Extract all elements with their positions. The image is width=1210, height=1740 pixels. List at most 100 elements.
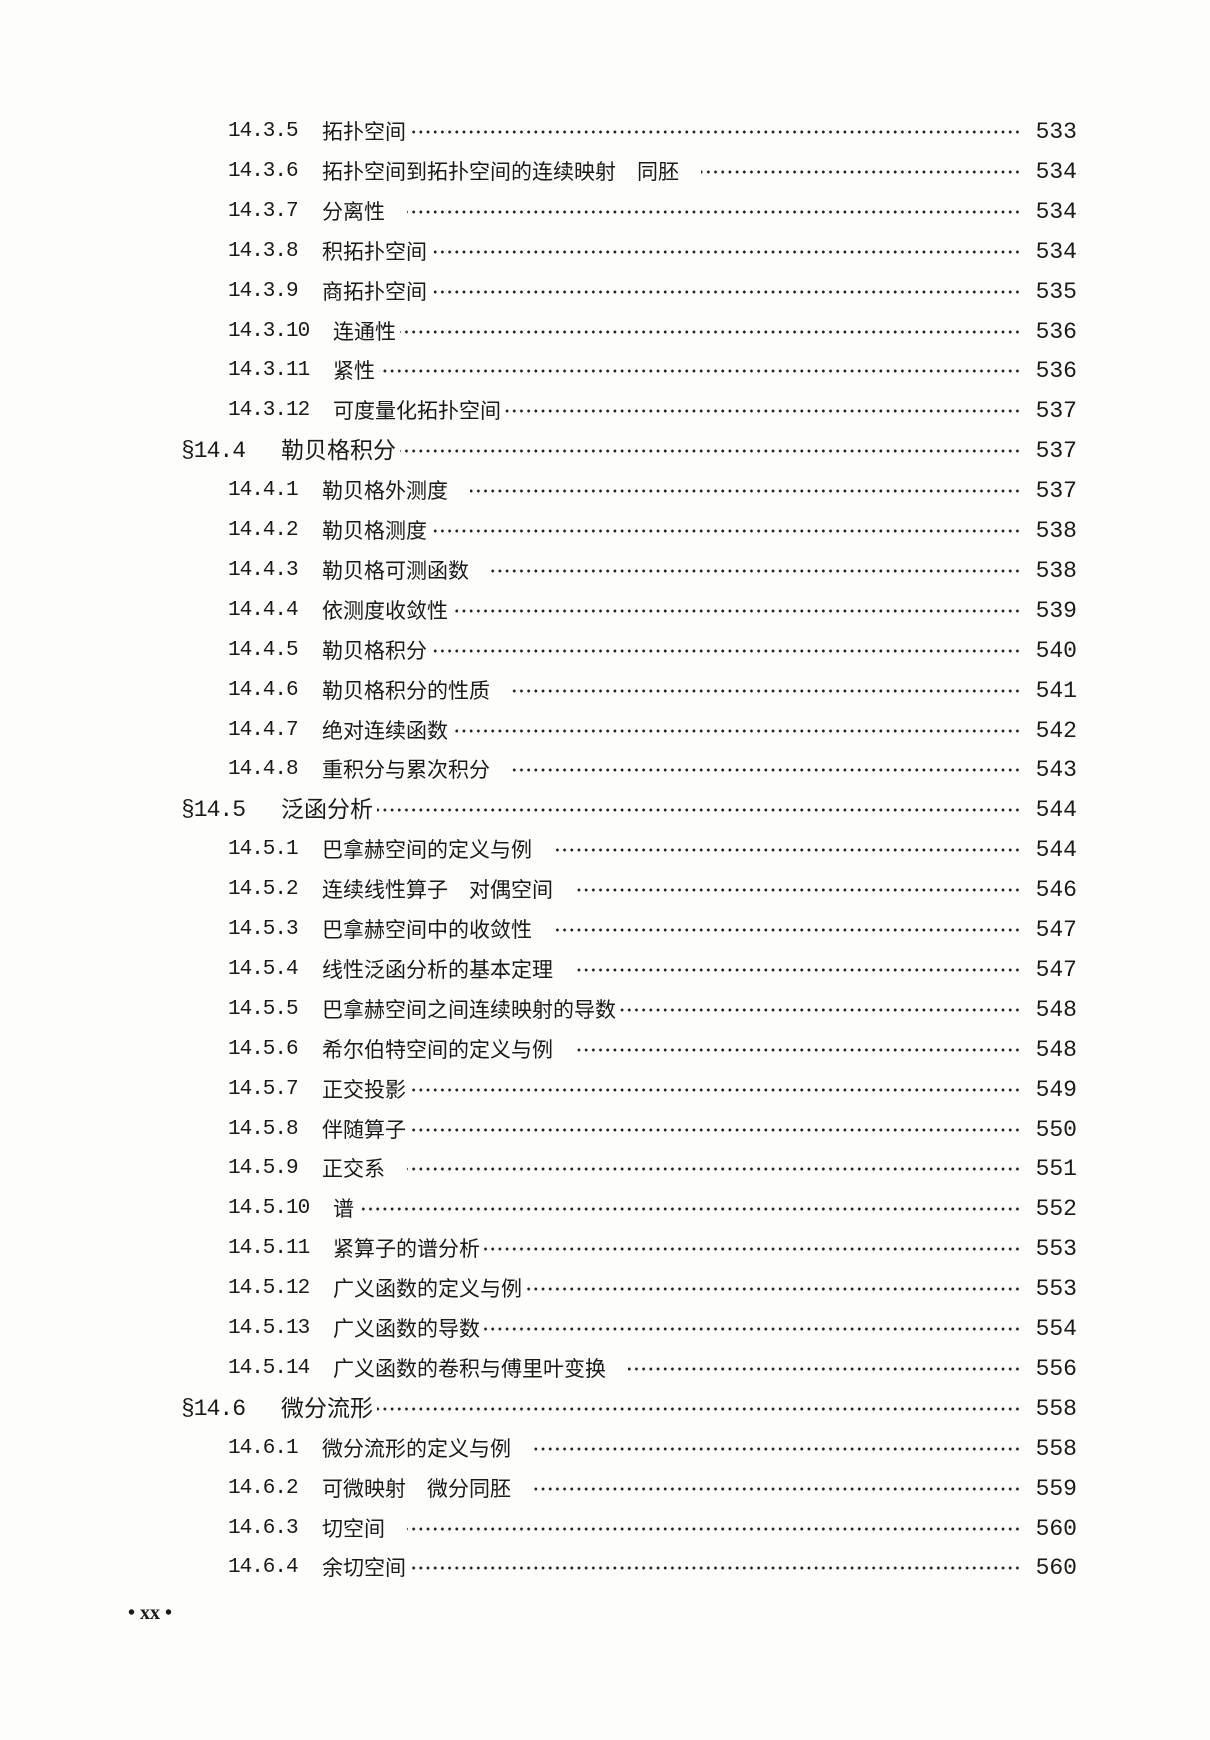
- toc-subsection-entry[interactable]: 14.3.7 分离性 534: [228, 192, 1077, 232]
- entry-number: 14.6.2: [228, 1476, 299, 1500]
- entry-page-number: 547: [1035, 956, 1077, 983]
- toc-section-entry[interactable]: §14.6 微分流形 558: [181, 1389, 1077, 1429]
- entry-title: 伴随算子: [322, 1117, 406, 1142]
- toc-subsection-entry[interactable]: 14.3.11 紧性 536: [228, 351, 1077, 391]
- entry-title: 谱: [333, 1197, 354, 1222]
- entry-page-number: 538: [1035, 557, 1077, 584]
- entry-number: 14.5.13: [228, 1317, 310, 1340]
- entry-number: 14.5.12: [228, 1277, 310, 1301]
- entry-number: 14.5.4: [228, 957, 299, 981]
- dot-leader: [410, 1566, 1021, 1571]
- toc-subsection-entry[interactable]: 14.6.1 微分流形的定义与例 558: [228, 1429, 1077, 1469]
- entry-title: 微分流形的定义与例: [322, 1436, 511, 1461]
- toc-subsection-entry[interactable]: 14.4.4 依测度收敛性 539: [228, 591, 1077, 631]
- toc-subsection-entry[interactable]: 14.3.12 可度量化拓扑空间 537: [228, 391, 1077, 431]
- dot-leader: [533, 1486, 1021, 1491]
- entry-number: 14.6.4: [228, 1556, 299, 1580]
- toc-subsection-entry[interactable]: 14.4.8 重积分与累次积分 543: [228, 750, 1077, 790]
- entry-page-number: 552: [1035, 1196, 1077, 1223]
- toc-subsection-entry[interactable]: 14.6.2 可微映射 微分同胚 559: [228, 1469, 1077, 1509]
- entry-title: 连续线性算子 对偶空间: [322, 878, 553, 903]
- entry-page-number: 541: [1035, 677, 1077, 704]
- toc-subsection-entry[interactable]: 14.4.7 绝对连续函数 542: [228, 711, 1077, 751]
- entry-page-number: 542: [1035, 717, 1077, 744]
- toc-subsection-entry[interactable]: 14.5.5 巴拿赫空间之间连续映射的导数 548: [228, 990, 1077, 1030]
- entry-page-number: 537: [1035, 478, 1077, 505]
- toc-subsection-entry[interactable]: 14.5.10 谱 552: [228, 1189, 1077, 1229]
- entry-title: 绝对连续函数: [322, 718, 448, 743]
- entry-number: 14.3.7: [228, 199, 299, 223]
- entry-title: 分离性: [322, 199, 385, 224]
- entry-title: 巴拿赫空间之间连续映射的导数: [322, 997, 616, 1022]
- toc-subsection-entry[interactable]: 14.5.14 广义函数的卷积与傅里叶变换 556: [228, 1349, 1077, 1389]
- entry-title: 可微映射 微分同胚: [322, 1476, 511, 1501]
- dot-leader: [431, 648, 1021, 653]
- entry-page-number: 558: [1035, 1435, 1077, 1462]
- toc-section-entry[interactable]: §14.5 泛函分析 544: [181, 790, 1077, 830]
- page-number-footer: • xx •: [128, 1602, 173, 1624]
- entry-page-number: 548: [1035, 996, 1077, 1023]
- entry-title: 正交投影: [322, 1077, 406, 1102]
- entry-number: 14.5.1: [228, 838, 299, 862]
- entry-number: 14.4.6: [228, 678, 299, 702]
- entry-number: §14.4: [181, 438, 246, 465]
- toc-subsection-entry[interactable]: 14.3.9 商拓扑空间 535: [228, 272, 1077, 312]
- entry-page-number: 537: [1035, 438, 1077, 465]
- dot-leader: [484, 1247, 1021, 1252]
- entry-page-number: 547: [1035, 917, 1077, 943]
- dot-leader: [533, 1446, 1021, 1451]
- entry-title: 勒贝格积分: [322, 638, 427, 663]
- toc-subsection-entry[interactable]: 14.6.3 切空间 560: [228, 1509, 1077, 1549]
- entry-number: 14.4.5: [228, 638, 299, 662]
- toc-subsection-entry[interactable]: 14.5.3 巴拿赫空间中的收敛性 547: [228, 910, 1077, 950]
- entry-title: 勒贝格测度: [322, 519, 427, 543]
- entry-page-number: 558: [1035, 1395, 1077, 1422]
- entry-number: 14.4.8: [228, 758, 299, 782]
- toc-subsection-entry[interactable]: 14.3.6 拓扑空间到拓扑空间的连续映射 同胚 534: [228, 152, 1077, 192]
- dot-leader: [452, 608, 1021, 613]
- entry-title: 余切空间: [322, 1556, 406, 1581]
- dot-leader: [407, 1167, 1021, 1172]
- toc-subsection-entry[interactable]: 14.5.13 广义函数的导数 554: [228, 1309, 1077, 1349]
- toc-subsection-entry[interactable]: 14.6.4 余切空间 560: [228, 1548, 1077, 1588]
- entry-title: 拓扑空间到拓扑空间的连续映射 同胚: [322, 159, 679, 184]
- toc-subsection-entry[interactable]: 14.5.12 广义函数的定义与例 553: [228, 1269, 1077, 1309]
- dot-leader: [505, 409, 1021, 414]
- dot-leader: [410, 1087, 1021, 1092]
- toc-subsection-entry[interactable]: 14.4.1 勒贝格外测度 537: [228, 471, 1077, 511]
- entry-page-number: 554: [1035, 1316, 1077, 1342]
- entry-page-number: 553: [1035, 1236, 1077, 1263]
- entry-title: 巴拿赫空间中的收敛性: [322, 918, 532, 942]
- dot-leader: [575, 1047, 1021, 1052]
- entry-title: 勒贝格外测度: [322, 479, 448, 504]
- entry-title: 巴拿赫空间的定义与例: [322, 838, 532, 863]
- toc-subsection-entry[interactable]: 14.4.2 勒贝格测度 538: [228, 511, 1077, 551]
- toc-subsection-entry[interactable]: 14.5.2 连续线性算子 对偶空间 546: [228, 870, 1077, 910]
- entry-number: 14.5.7: [228, 1077, 299, 1101]
- toc-subsection-entry[interactable]: 14.5.11 紧算子的谱分析 553: [228, 1229, 1077, 1269]
- entry-number: 14.5.3: [228, 918, 299, 941]
- toc-subsection-entry[interactable]: 14.4.6 勒贝格积分的性质 541: [228, 671, 1077, 711]
- toc-section-entry[interactable]: §14.4 勒贝格积分 537: [181, 431, 1077, 471]
- entry-title: 拓扑空间: [322, 120, 406, 144]
- toc-subsection-entry[interactable]: 14.5.1 巴拿赫空间的定义与例 544: [228, 830, 1077, 870]
- entry-number: 14.5.8: [228, 1117, 299, 1141]
- toc-subsection-entry[interactable]: 14.4.3 勒贝格可测函数 538: [228, 551, 1077, 591]
- toc-subsection-entry[interactable]: 14.3.5 拓扑空间 533: [228, 112, 1077, 152]
- toc-subsection-entry[interactable]: 14.3.8 积拓扑空间 534: [228, 232, 1077, 272]
- dot-leader: [470, 489, 1021, 494]
- dot-leader: [554, 848, 1021, 853]
- toc-subsection-entry[interactable]: 14.5.8 伴随算子 550: [228, 1110, 1077, 1150]
- entry-page-number: 553: [1035, 1276, 1077, 1303]
- entry-number: 14.4.7: [228, 718, 299, 742]
- toc-subsection-entry[interactable]: 14.5.7 正交投影 549: [228, 1070, 1077, 1110]
- toc-subsection-entry[interactable]: 14.5.4 线性泛函分析的基本定理 547: [228, 950, 1077, 990]
- toc-subsection-entry[interactable]: 14.5.6 希尔伯特空间的定义与例 548: [228, 1030, 1077, 1070]
- toc-subsection-entry[interactable]: 14.3.10 连通性 536: [228, 312, 1077, 352]
- entry-page-number: 560: [1035, 1555, 1077, 1582]
- entry-title: 勒贝格积分的性质: [322, 678, 490, 703]
- toc-subsection-entry[interactable]: 14.5.9 正交系 551: [228, 1149, 1077, 1189]
- entry-page-number: 536: [1035, 358, 1077, 385]
- dot-leader: [377, 1406, 1021, 1411]
- toc-subsection-entry[interactable]: 14.4.5 勒贝格积分 540: [228, 631, 1077, 671]
